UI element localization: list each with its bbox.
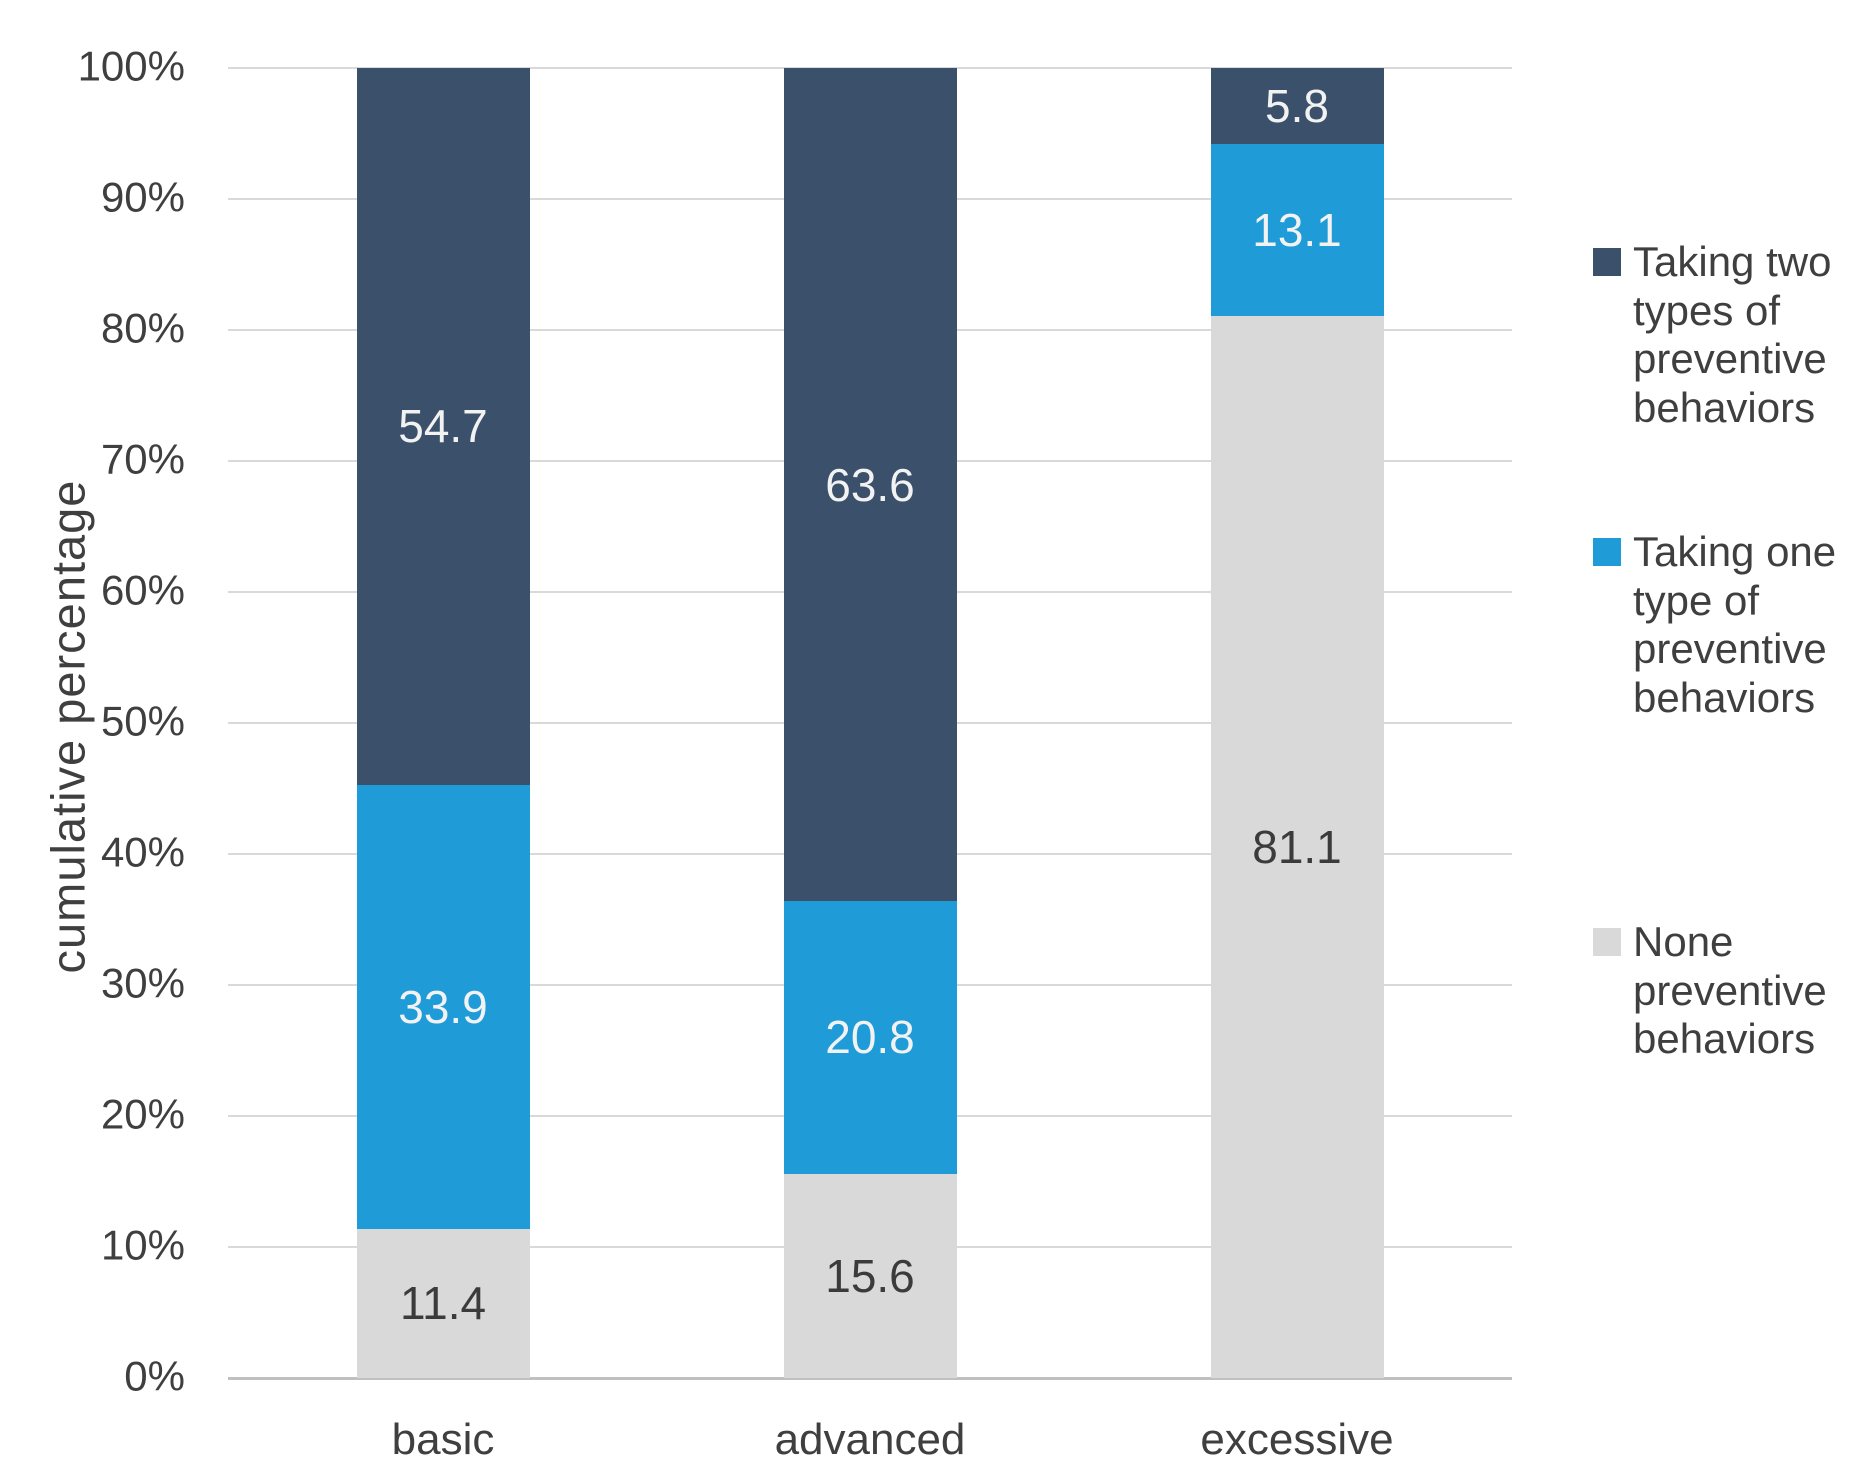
legend-item: None preventive behaviors <box>1585 918 1849 1064</box>
bar-segment: 54.7 <box>356 68 530 785</box>
legend-label: None preventive behaviors <box>1633 918 1827 1063</box>
data-label: 11.4 <box>399 1277 487 1330</box>
bar-segment: 63.6 <box>783 68 957 902</box>
y-tick-label: 70% <box>100 435 185 483</box>
data-label: 63.6 <box>825 458 915 511</box>
legend-item: Taking two types of preventive behaviors <box>1585 238 1849 433</box>
legend-swatch-icon <box>1593 538 1621 566</box>
y-tick-label: 30% <box>100 959 185 1007</box>
y-tick-label: 0% <box>124 1352 185 1400</box>
bar-segment: 33.9 <box>356 784 530 1229</box>
legend-label: Taking one type of preventive behaviors <box>1633 528 1837 722</box>
data-label: 33.9 <box>398 980 488 1033</box>
bar-segment: 15.6 <box>783 1173 957 1378</box>
y-tick-label: 40% <box>100 828 185 876</box>
legend: Taking two types of preventive behaviors… <box>1585 0 1851 1474</box>
bar-segment: 81.1 <box>1210 315 1384 1378</box>
legend-item: Taking one type of preventive behaviors <box>1585 528 1849 723</box>
x-category-label: advanced <box>774 1415 966 1464</box>
data-label: 15.6 <box>825 1249 915 1302</box>
y-tick-label: 90% <box>100 173 185 221</box>
y-tick-label: 80% <box>100 304 185 352</box>
y-tick-label: 20% <box>100 1090 185 1138</box>
data-label: 13.1 <box>1252 203 1342 256</box>
data-label: 20.8 <box>825 1011 915 1064</box>
data-label: 5.8 <box>1265 79 1329 132</box>
x-category-label: excessive <box>1200 1415 1394 1464</box>
bar-segment: 20.8 <box>783 901 957 1174</box>
legend-swatch-icon <box>1593 248 1621 276</box>
data-label: 54.7 <box>398 400 488 453</box>
legend-label: Taking two types of preventive behaviors <box>1633 238 1832 432</box>
y-tick-label: 10% <box>100 1221 185 1269</box>
legend-swatch-icon <box>1593 928 1621 956</box>
y-tick-label: 50% <box>100 697 185 745</box>
y-tick-label: 60% <box>100 566 185 614</box>
bar-segment: 5.8 <box>1210 68 1384 144</box>
data-label: 81.1 <box>1252 820 1342 873</box>
x-category-label: basic <box>391 1415 495 1464</box>
bar-segment: 13.1 <box>1210 143 1384 316</box>
y-tick-label: 100% <box>77 42 185 90</box>
bar-segment: 11.4 <box>356 1228 530 1378</box>
x-axis-line <box>228 1377 1512 1380</box>
